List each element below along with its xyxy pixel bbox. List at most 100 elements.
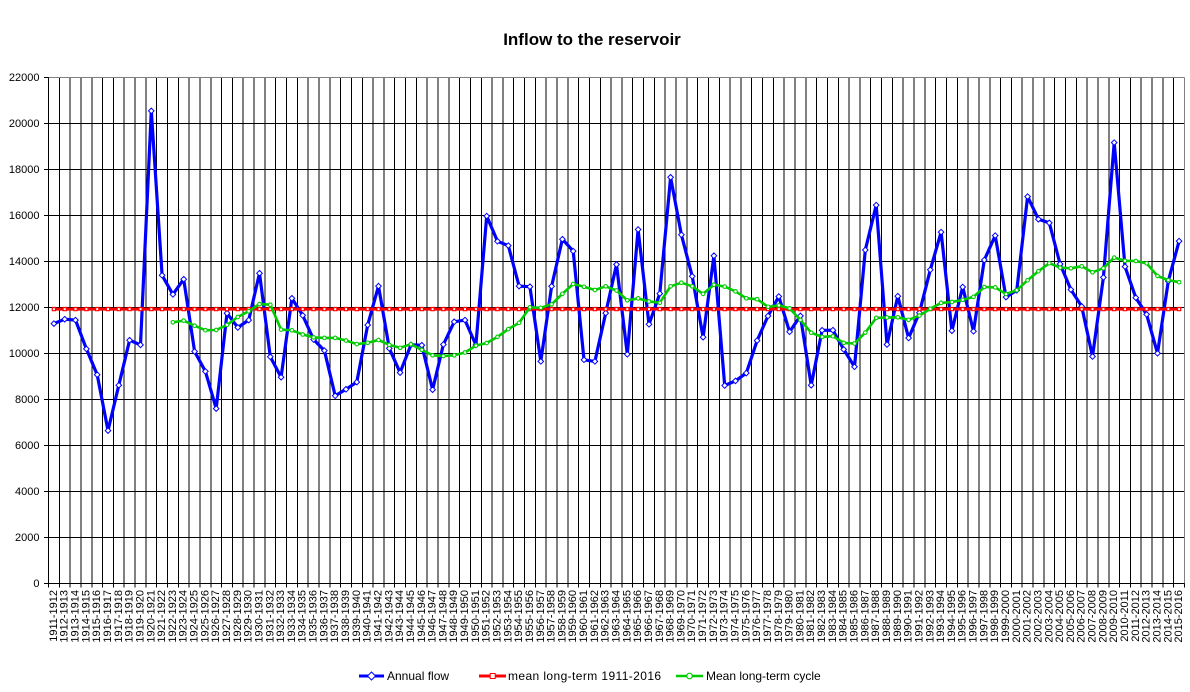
svg-text:1917-1918: 1917-1918	[113, 590, 125, 643]
svg-text:1996-1997: 1996-1997	[968, 590, 980, 643]
svg-text:1934-1935: 1934-1935	[297, 590, 309, 643]
svg-text:1920-1921: 1920-1921	[145, 590, 157, 643]
svg-text:1991-1992: 1991-1992	[913, 590, 925, 643]
svg-text:1935-1936: 1935-1936	[308, 590, 320, 643]
svg-text:1961-1962: 1961-1962	[589, 590, 601, 643]
svg-text:1938-1939: 1938-1939	[340, 590, 352, 643]
svg-text:1919-1920: 1919-1920	[135, 590, 147, 643]
svg-text:1914-1915: 1914-1915	[80, 590, 92, 643]
svg-text:22000: 22000	[9, 72, 40, 84]
svg-text:1966-1967: 1966-1967	[643, 590, 655, 643]
svg-text:1936-1937: 1936-1937	[318, 590, 330, 643]
svg-text:2011-2012: 2011-2012	[1130, 590, 1142, 642]
svg-text:1986-1987: 1986-1987	[859, 590, 871, 643]
svg-text:1912-1913: 1912-1913	[59, 590, 71, 643]
svg-text:1942-1943: 1942-1943	[383, 590, 395, 643]
svg-text:2012-2013: 2012-2013	[1141, 590, 1153, 643]
svg-text:2008-2009: 2008-2009	[1097, 590, 1109, 643]
svg-text:12000: 12000	[9, 302, 40, 314]
svg-text:1970-1971: 1970-1971	[686, 590, 698, 643]
svg-text:1989-1990: 1989-1990	[892, 590, 904, 643]
svg-text:1944-1945: 1944-1945	[405, 590, 417, 643]
svg-text:1982-1983: 1982-1983	[816, 590, 828, 643]
svg-text:1980-1981: 1980-1981	[794, 590, 806, 643]
svg-text:1994-1995: 1994-1995	[946, 590, 958, 643]
svg-text:1999-2000: 1999-2000	[1000, 590, 1012, 643]
svg-text:1971-1972: 1971-1972	[697, 590, 709, 643]
svg-text:2009-2010: 2009-2010	[1108, 590, 1120, 643]
svg-text:1957-1958: 1957-1958	[546, 590, 558, 643]
svg-text:1924-1925: 1924-1925	[189, 590, 201, 643]
svg-text:1968-1969: 1968-1969	[665, 590, 677, 643]
svg-text:1913-1914: 1913-1914	[70, 590, 82, 643]
svg-text:1984-1985: 1984-1985	[838, 590, 850, 643]
svg-text:1925-1926: 1925-1926	[199, 590, 211, 643]
svg-text:1945-1946: 1945-1946	[416, 590, 428, 643]
svg-text:1911-1912: 1911-1912	[48, 590, 60, 642]
svg-text:1915-1916: 1915-1916	[91, 590, 103, 643]
svg-text:1929-1930: 1929-1930	[243, 590, 255, 643]
svg-text:1983-1984: 1983-1984	[827, 590, 839, 643]
svg-text:2001-2002: 2001-2002	[1022, 590, 1034, 643]
svg-text:Inflow to the reservoir: Inflow to the reservoir	[503, 30, 681, 49]
svg-text:1916-1917: 1916-1917	[102, 590, 114, 643]
svg-text:4000: 4000	[15, 486, 39, 498]
svg-text:1997-1998: 1997-1998	[978, 590, 990, 643]
svg-text:2010-2011: 2010-2011	[1119, 590, 1131, 642]
svg-text:1959-1960: 1959-1960	[567, 590, 579, 643]
svg-text:1975-1976: 1975-1976	[740, 590, 752, 643]
svg-text:1940-1941: 1940-1941	[362, 590, 374, 643]
svg-text:2000-2001: 2000-2001	[1011, 590, 1023, 643]
svg-text:1965-1966: 1965-1966	[632, 590, 644, 643]
svg-text:1927-1928: 1927-1928	[221, 590, 233, 643]
svg-text:2002-2003: 2002-2003	[1032, 590, 1044, 643]
svg-text:1988-1989: 1988-1989	[881, 590, 893, 643]
svg-text:1941-1942: 1941-1942	[373, 590, 385, 643]
svg-text:1926-1927: 1926-1927	[210, 590, 222, 643]
svg-text:1952-1953: 1952-1953	[492, 590, 504, 643]
svg-text:1987-1988: 1987-1988	[870, 590, 882, 643]
svg-text:1923-1924: 1923-1924	[178, 590, 190, 643]
svg-text:1921-1922: 1921-1922	[156, 590, 168, 643]
svg-text:1950-1951: 1950-1951	[470, 590, 482, 643]
svg-text:1979-1980: 1979-1980	[784, 590, 796, 643]
svg-text:1967-1968: 1967-1968	[654, 590, 666, 643]
svg-text:1955-1956: 1955-1956	[524, 590, 536, 643]
svg-text:1956-1957: 1956-1957	[535, 590, 547, 643]
svg-text:1928-1929: 1928-1929	[232, 590, 244, 643]
svg-text:2005-2006: 2005-2006	[1065, 590, 1077, 643]
svg-text:2006-2007: 2006-2007	[1076, 590, 1088, 643]
svg-text:8000: 8000	[15, 394, 39, 406]
svg-text:1993-1994: 1993-1994	[935, 590, 947, 643]
svg-text:18000: 18000	[9, 164, 40, 176]
svg-text:20000: 20000	[9, 118, 40, 130]
svg-text:1918-1919: 1918-1919	[124, 590, 136, 643]
svg-text:2015-2016: 2015-2016	[1173, 590, 1185, 643]
svg-text:1985-1986: 1985-1986	[849, 590, 861, 643]
svg-text:1933-1934: 1933-1934	[286, 590, 298, 643]
svg-text:1969-1970: 1969-1970	[675, 590, 687, 643]
svg-text:1978-1979: 1978-1979	[773, 590, 785, 643]
svg-text:2007-2008: 2007-2008	[1087, 590, 1099, 643]
svg-text:Annual flow: Annual flow	[387, 669, 449, 683]
svg-text:1972-1973: 1972-1973	[708, 590, 720, 643]
svg-text:1931-1932: 1931-1932	[264, 590, 276, 643]
svg-text:1963-1964: 1963-1964	[611, 590, 623, 643]
svg-text:1954-1955: 1954-1955	[513, 590, 525, 643]
svg-text:1943-1944: 1943-1944	[394, 590, 406, 643]
svg-text:14000: 14000	[9, 256, 40, 268]
svg-text:1976-1977: 1976-1977	[751, 590, 763, 643]
svg-text:1995-1996: 1995-1996	[957, 590, 969, 643]
svg-text:1990-1991: 1990-1991	[903, 590, 915, 643]
svg-text:1922-1923: 1922-1923	[167, 590, 179, 643]
svg-text:1930-1931: 1930-1931	[254, 590, 266, 643]
svg-text:2014-2015: 2014-2015	[1162, 590, 1174, 643]
svg-text:1981-1982: 1981-1982	[805, 590, 817, 643]
svg-text:1939-1940: 1939-1940	[351, 590, 363, 643]
svg-text:1951-1952: 1951-1952	[481, 590, 493, 643]
svg-text:1992-1993: 1992-1993	[924, 590, 936, 643]
svg-text:1962-1963: 1962-1963	[600, 590, 612, 643]
svg-text:2003-2004: 2003-2004	[1043, 590, 1055, 643]
svg-text:1947-1948: 1947-1948	[437, 590, 449, 643]
svg-text:Mean long-term cycle: Mean long-term cycle	[706, 669, 821, 683]
